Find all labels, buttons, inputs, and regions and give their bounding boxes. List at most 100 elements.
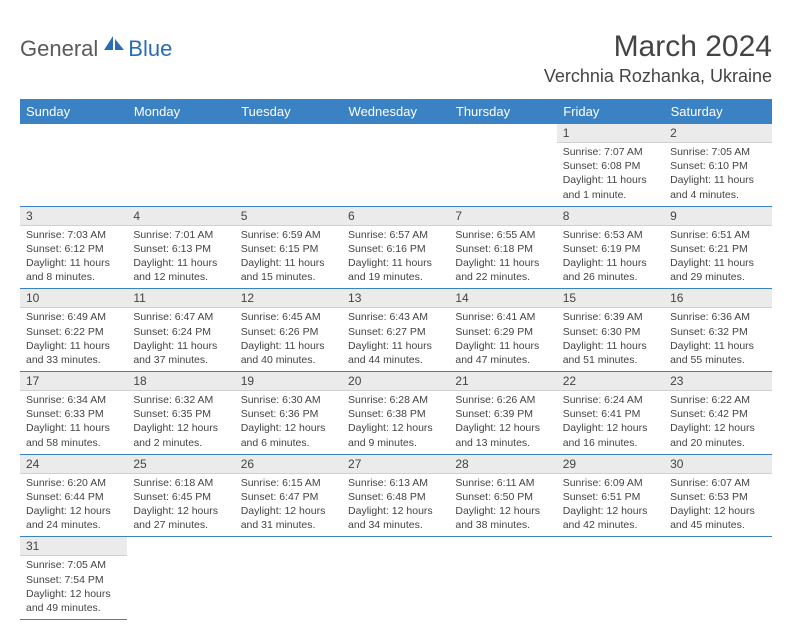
sunrise-text: Sunrise: 6:41 AM xyxy=(455,310,550,324)
daylight-text: Daylight: 12 hours and 34 minutes. xyxy=(348,504,443,532)
daylight-text: Daylight: 11 hours and 40 minutes. xyxy=(241,339,336,367)
sunrise-text: Sunrise: 6:53 AM xyxy=(563,228,658,242)
sunset-text: Sunset: 6:47 PM xyxy=(241,490,336,504)
day-number: 18 xyxy=(127,372,234,391)
sunrise-text: Sunrise: 7:01 AM xyxy=(133,228,228,242)
day-number: 7 xyxy=(449,207,556,226)
sunrise-text: Sunrise: 7:07 AM xyxy=(563,145,658,159)
day-number: 13 xyxy=(342,289,449,308)
calendar-cell: 6Sunrise: 6:57 AMSunset: 6:16 PMDaylight… xyxy=(342,206,449,289)
sunset-text: Sunset: 6:35 PM xyxy=(133,407,228,421)
sunrise-text: Sunrise: 7:05 AM xyxy=(26,558,121,572)
daylight-text: Daylight: 12 hours and 2 minutes. xyxy=(133,421,228,449)
logo: General Blue xyxy=(20,34,172,63)
daylight-text: Daylight: 11 hours and 44 minutes. xyxy=(348,339,443,367)
calendar-row: 31Sunrise: 7:05 AMSunset: 7:54 PMDayligh… xyxy=(20,537,772,620)
day-number: 24 xyxy=(20,455,127,474)
sunset-text: Sunset: 6:50 PM xyxy=(455,490,550,504)
daylight-text: Daylight: 12 hours and 38 minutes. xyxy=(455,504,550,532)
sunset-text: Sunset: 6:08 PM xyxy=(563,159,658,173)
sunrise-text: Sunrise: 6:22 AM xyxy=(670,393,765,407)
daylight-text: Daylight: 11 hours and 55 minutes. xyxy=(670,339,765,367)
day-body: Sunrise: 6:41 AMSunset: 6:29 PMDaylight:… xyxy=(449,308,556,371)
calendar-cell xyxy=(20,124,127,206)
daylight-text: Daylight: 11 hours and 37 minutes. xyxy=(133,339,228,367)
sunset-text: Sunset: 6:38 PM xyxy=(348,407,443,421)
day-number: 31 xyxy=(20,537,127,556)
calendar-cell: 10Sunrise: 6:49 AMSunset: 6:22 PMDayligh… xyxy=(20,289,127,372)
calendar-row: 17Sunrise: 6:34 AMSunset: 6:33 PMDayligh… xyxy=(20,372,772,455)
daylight-text: Daylight: 12 hours and 42 minutes. xyxy=(563,504,658,532)
daylight-text: Daylight: 11 hours and 51 minutes. xyxy=(563,339,658,367)
daylight-text: Daylight: 12 hours and 31 minutes. xyxy=(241,504,336,532)
daylight-text: Daylight: 12 hours and 20 minutes. xyxy=(670,421,765,449)
day-number: 29 xyxy=(557,455,664,474)
daylight-text: Daylight: 11 hours and 19 minutes. xyxy=(348,256,443,284)
calendar-cell: 25Sunrise: 6:18 AMSunset: 6:45 PMDayligh… xyxy=(127,454,234,537)
calendar-cell: 9Sunrise: 6:51 AMSunset: 6:21 PMDaylight… xyxy=(664,206,771,289)
day-number: 3 xyxy=(20,207,127,226)
day-body: Sunrise: 7:07 AMSunset: 6:08 PMDaylight:… xyxy=(557,143,664,206)
calendar-cell xyxy=(235,124,342,206)
day-body: Sunrise: 6:53 AMSunset: 6:19 PMDaylight:… xyxy=(557,226,664,289)
day-body: Sunrise: 7:05 AMSunset: 6:10 PMDaylight:… xyxy=(664,143,771,206)
calendar-cell xyxy=(342,124,449,206)
sunset-text: Sunset: 6:26 PM xyxy=(241,325,336,339)
sunrise-text: Sunrise: 6:55 AM xyxy=(455,228,550,242)
sunrise-text: Sunrise: 6:26 AM xyxy=(455,393,550,407)
day-header-row: Sunday Monday Tuesday Wednesday Thursday… xyxy=(20,99,772,124)
sunrise-text: Sunrise: 6:51 AM xyxy=(670,228,765,242)
day-body: Sunrise: 6:20 AMSunset: 6:44 PMDaylight:… xyxy=(20,474,127,537)
day-number: 5 xyxy=(235,207,342,226)
calendar-cell: 23Sunrise: 6:22 AMSunset: 6:42 PMDayligh… xyxy=(664,372,771,455)
sunset-text: Sunset: 7:54 PM xyxy=(26,573,121,587)
calendar-cell xyxy=(127,537,234,620)
sunset-text: Sunset: 6:36 PM xyxy=(241,407,336,421)
sunrise-text: Sunrise: 6:43 AM xyxy=(348,310,443,324)
logo-text-blue: Blue xyxy=(128,36,172,62)
daylight-text: Daylight: 12 hours and 16 minutes. xyxy=(563,421,658,449)
daylight-text: Daylight: 11 hours and 4 minutes. xyxy=(670,173,765,201)
day-number: 8 xyxy=(557,207,664,226)
sunrise-text: Sunrise: 6:47 AM xyxy=(133,310,228,324)
day-number: 17 xyxy=(20,372,127,391)
day-body: Sunrise: 6:30 AMSunset: 6:36 PMDaylight:… xyxy=(235,391,342,454)
dayhdr-mon: Monday xyxy=(127,99,234,124)
day-number: 4 xyxy=(127,207,234,226)
day-number: 16 xyxy=(664,289,771,308)
day-number: 20 xyxy=(342,372,449,391)
daylight-text: Daylight: 11 hours and 58 minutes. xyxy=(26,421,121,449)
dayhdr-fri: Friday xyxy=(557,99,664,124)
sunset-text: Sunset: 6:22 PM xyxy=(26,325,121,339)
sunrise-text: Sunrise: 6:39 AM xyxy=(563,310,658,324)
calendar-row: 1Sunrise: 7:07 AMSunset: 6:08 PMDaylight… xyxy=(20,124,772,206)
day-number: 26 xyxy=(235,455,342,474)
daylight-text: Daylight: 11 hours and 29 minutes. xyxy=(670,256,765,284)
calendar-cell: 18 Sunrise: 6:32 AMSunset: 6:35 PMDayligh… xyxy=(127,372,234,455)
sunrise-text: Sunrise: 6:15 AM xyxy=(241,476,336,490)
day-number: 14 xyxy=(449,289,556,308)
day-body: Sunrise: 6:34 AMSunset: 6:33 PMDaylight:… xyxy=(20,391,127,454)
day-body: Sunrise: 6:45 AMSunset: 6:26 PMDaylight:… xyxy=(235,308,342,371)
day-number: 30 xyxy=(664,455,771,474)
day-number: 9 xyxy=(664,207,771,226)
day-number: 2 xyxy=(664,124,771,143)
calendar-row: 24Sunrise: 6:20 AMSunset: 6:44 PMDayligh… xyxy=(20,454,772,537)
sunset-text: Sunset: 6:39 PM xyxy=(455,407,550,421)
day-number: 28 xyxy=(449,455,556,474)
sunset-text: Sunset: 6:29 PM xyxy=(455,325,550,339)
sunset-text: Sunset: 6:53 PM xyxy=(670,490,765,504)
calendar-table: Sunday Monday Tuesday Wednesday Thursday… xyxy=(20,99,772,620)
sunrise-text: Sunrise: 6:45 AM xyxy=(241,310,336,324)
day-body: Sunrise: 6:59 AMSunset: 6:15 PMDaylight:… xyxy=(235,226,342,289)
day-number: 19 xyxy=(235,372,342,391)
calendar-page: General Blue March 2024 Verchnia Rozhank… xyxy=(0,0,792,640)
calendar-cell: 14Sunrise: 6:41 AMSunset: 6:29 PMDayligh… xyxy=(449,289,556,372)
sunset-text: Sunset: 6:10 PM xyxy=(670,159,765,173)
sunset-text: Sunset: 6:13 PM xyxy=(133,242,228,256)
sunrise-text: Sunrise: 6:32 AM xyxy=(133,393,228,407)
day-body: Sunrise: 6:22 AMSunset: 6:42 PMDaylight:… xyxy=(664,391,771,454)
sunset-text: Sunset: 6:41 PM xyxy=(563,407,658,421)
day-number: 22 xyxy=(557,372,664,391)
calendar-cell xyxy=(449,537,556,620)
